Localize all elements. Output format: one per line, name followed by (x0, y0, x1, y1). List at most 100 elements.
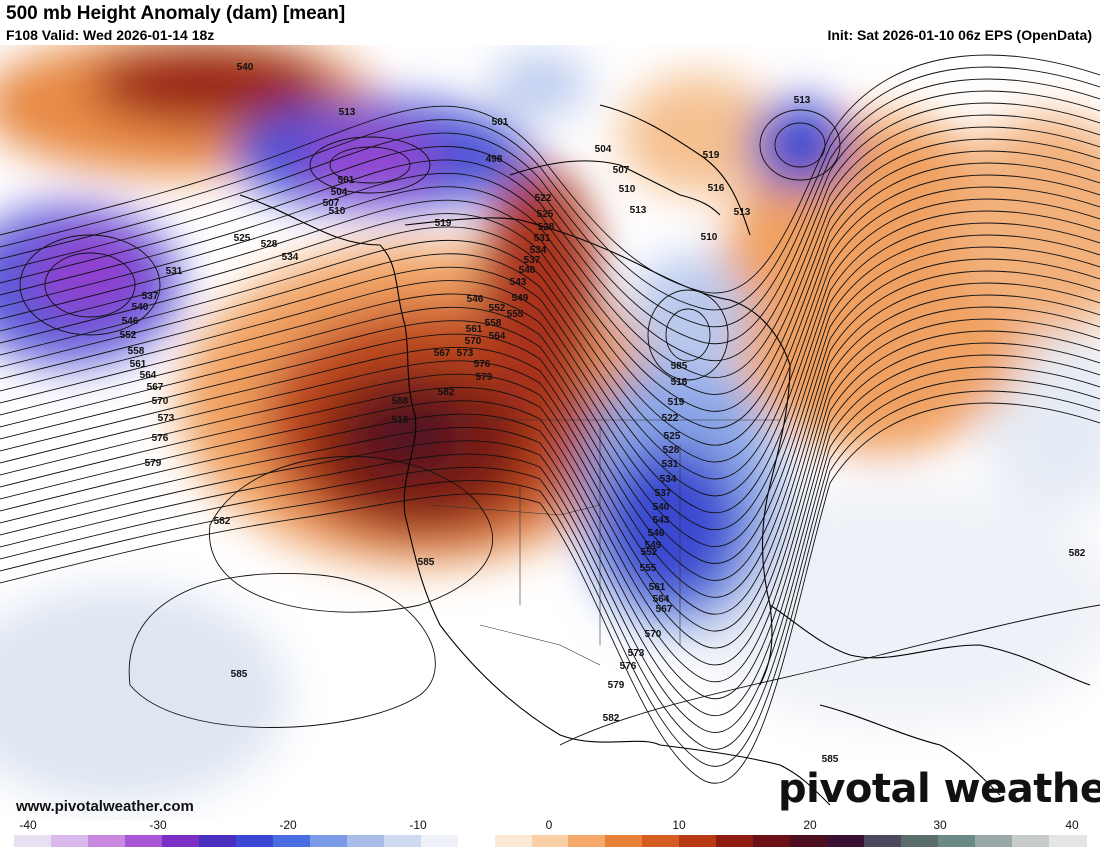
closed-contour (44, 252, 136, 318)
colorbar-tick-label: 0 (545, 818, 553, 832)
contour-label: 540 (653, 502, 670, 513)
colorbar-swatch (346, 835, 385, 847)
contour-label: 549 (645, 540, 662, 551)
colorbar-swatch (531, 835, 570, 847)
height-contour (0, 198, 1100, 497)
height-contour (0, 150, 1100, 429)
colorbar-swatch (1049, 835, 1087, 847)
colorbar-swatch (605, 835, 643, 847)
contour-label: 501 (338, 175, 355, 186)
colorbar-swatch (1012, 835, 1050, 847)
contour-label: 585 (231, 669, 248, 680)
height-contour (559, 604, 1100, 746)
contour-label: 540 (519, 265, 536, 276)
coastlines (239, 104, 1091, 806)
colorbar-swatch (50, 835, 89, 847)
height-contour (0, 294, 1100, 632)
colorbar-tick-label: -30 (149, 818, 167, 832)
height-contour (0, 390, 1100, 767)
colorbar-swatch (124, 835, 163, 847)
colorbar-tick-label: 40 (1065, 818, 1079, 832)
contour-label: 558 (485, 318, 502, 329)
contour-label: 513 (734, 207, 751, 218)
contour-label: 576 (620, 661, 637, 672)
contour-label: 579 (476, 372, 493, 383)
contour-label: 519 (668, 397, 685, 408)
contour-label: 534 (282, 252, 299, 263)
anomaly-map[interactable]: 540 513 501 498 501 504 507 510 519 504 507 510 513 5… (0, 45, 1100, 820)
contour-label: 528 (663, 445, 680, 456)
colorbar-swatch (494, 835, 533, 847)
height-contour (128, 573, 436, 728)
contour-label: 573 (628, 648, 645, 659)
contour-label: 507 (323, 198, 340, 209)
height-contour (0, 186, 1100, 480)
contour-label: 576 (152, 433, 169, 444)
contour-label: 582 (438, 387, 455, 398)
colorbar-swatch (753, 835, 791, 847)
colorbar-tick-label: -10 (409, 818, 427, 832)
colorbar-tick-label: -20 (279, 818, 297, 832)
contour-label: 567 (656, 604, 673, 615)
pivotal-weather-logo: pivotal weather (778, 766, 1100, 812)
height-contour (0, 330, 1100, 683)
contour-label: 531 (166, 266, 183, 277)
height-contour (0, 366, 1100, 733)
contour-label: 513 (339, 107, 356, 118)
contour-label: 516 (392, 415, 409, 426)
colorbar (14, 835, 1087, 847)
contour-label: 498 (486, 154, 503, 165)
contour-label: 582 (603, 713, 620, 724)
contour-label: 504 (331, 187, 348, 198)
contour-label: 552 (120, 330, 137, 341)
contour-label: 528 (538, 222, 555, 233)
contour-label: 561 (649, 582, 666, 593)
colorbar-swatch (383, 835, 422, 847)
contour-label: 576 (474, 359, 491, 370)
height-contour (0, 306, 1100, 649)
closed-contour (774, 122, 826, 168)
map-title: 500 mb Height Anomaly (dam) [mean] (6, 3, 346, 24)
contour-label: 543 (510, 277, 527, 288)
contour-label: 501 (492, 117, 509, 128)
contour-label: 534 (530, 245, 547, 256)
contour-label: 522 (662, 413, 679, 424)
contour-label: 579 (145, 458, 162, 469)
contour-label: 546 (122, 316, 139, 327)
contour-label: 540 (237, 62, 254, 73)
contour-label: 585 (822, 754, 839, 765)
closed-contour (329, 146, 411, 184)
height-contour (0, 318, 1100, 666)
contour-label: 570 (645, 629, 662, 640)
height-contour (0, 102, 1100, 361)
contour-label: 537 (142, 291, 159, 302)
contour-label: 582 (1069, 548, 1086, 559)
colorbar-tick-label: -40 (19, 818, 37, 832)
contour-label: 522 (535, 193, 552, 204)
contour-label: 552 (489, 303, 506, 314)
contour-label: 504 (595, 144, 612, 155)
height-contour (0, 138, 1100, 412)
contour-label: 546 (467, 294, 484, 305)
colorbar-tick-label: 20 (803, 818, 817, 832)
colorbar-swatch (568, 835, 607, 847)
contour-label: 540 (132, 302, 149, 313)
contour-label: 513 (630, 205, 647, 216)
contour-label: 534 (660, 474, 677, 485)
colorbar-swatch (901, 835, 939, 847)
height-contour (0, 78, 1100, 328)
colorbar-swatch (87, 835, 126, 847)
height-contour (0, 354, 1100, 717)
colorbar-swatch (14, 835, 52, 847)
height-contour (0, 222, 1100, 531)
contour-label: 537 (524, 255, 541, 266)
contour-label: 516 (708, 183, 725, 194)
contour-label: 582 (214, 516, 231, 527)
colorbar-swatch (198, 835, 237, 847)
contour-label: 543 (653, 515, 670, 526)
contour-label: 555 (507, 309, 524, 320)
contour-label: 507 (613, 165, 630, 176)
contour-label: 528 (261, 239, 278, 250)
contour-label: 510 (701, 232, 718, 243)
contour-label: 561 (130, 359, 147, 370)
